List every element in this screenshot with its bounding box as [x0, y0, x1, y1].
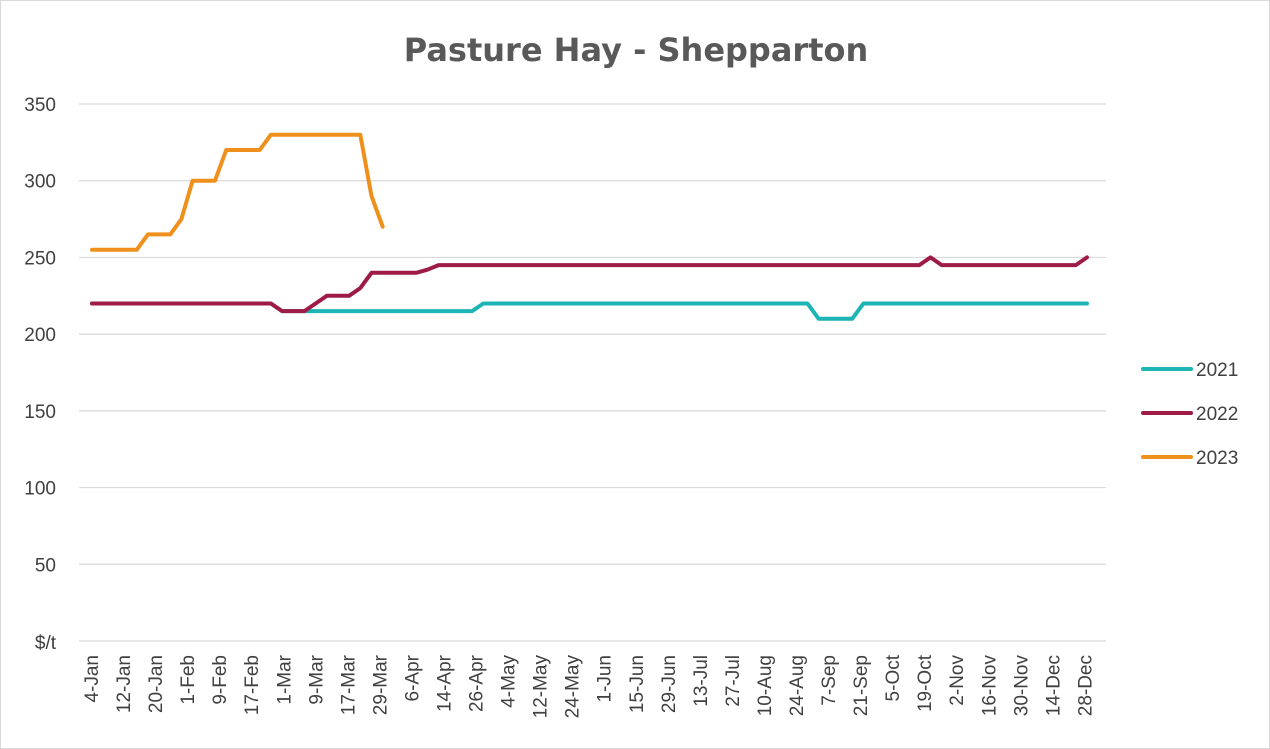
x-tick-label: 1-Jun: [595, 655, 616, 703]
gridlines: [79, 103, 1106, 642]
y-tick-label: 300: [24, 172, 56, 193]
x-tick-label: 4-Jan: [82, 655, 103, 703]
x-tick-label: 7-Sep: [819, 655, 840, 706]
x-tick-label: 30-Nov: [1011, 655, 1032, 717]
x-tick-label: 29-Jun: [659, 655, 680, 713]
series-lines: [90, 132, 1089, 321]
series-line-2022: [90, 255, 1089, 314]
series-line-2021: [90, 301, 1089, 321]
x-tick-label: 24-Aug: [787, 655, 808, 716]
legend-label-2023: 2023: [1196, 448, 1238, 469]
x-tick-label: 4-May: [499, 655, 520, 708]
x-tick-label: 14-Dec: [1043, 655, 1064, 716]
x-tick-label: 16-Nov: [979, 655, 1000, 717]
x-tick-label: 6-Apr: [402, 654, 423, 701]
y-axis-tick-labels: 350 300 250 200 150 100 50: [24, 95, 56, 576]
x-tick-label: 1-Mar: [274, 654, 295, 704]
x-tick-label: 28-Dec: [1075, 655, 1096, 716]
x-tick-label: 15-Jun: [627, 655, 648, 713]
x-tick-label: 13-Jul: [691, 655, 712, 707]
legend: 2021 2022 2023: [1141, 360, 1238, 469]
x-tick-label: 12-Jan: [114, 655, 135, 713]
x-tick-label: 26-Apr: [467, 654, 488, 712]
y-tick-label: 50: [35, 555, 56, 576]
series-line-2023: [90, 132, 385, 252]
y-tick-label: 250: [24, 248, 56, 269]
x-tick-label: 1-Feb: [178, 655, 199, 705]
x-tick-label: 5-Oct: [883, 654, 904, 701]
legend-label-2022: 2022: [1196, 404, 1238, 425]
y-axis-label: $/t: [35, 633, 57, 654]
y-tick-label: 350: [24, 95, 56, 116]
chart-title: Pasture Hay - Shepparton: [404, 31, 869, 69]
x-tick-label: 17-Mar: [338, 654, 359, 715]
x-tick-label: 2-Nov: [947, 655, 968, 706]
x-tick-label: 27-Jul: [723, 655, 744, 707]
x-tick-label: 14-Apr: [434, 654, 455, 712]
y-tick-label: 200: [24, 325, 56, 346]
x-tick-label: 9-Feb: [210, 655, 231, 705]
x-tick-label: 10-Aug: [755, 655, 776, 716]
y-tick-label: 150: [24, 402, 56, 423]
legend-label-2021: 2021: [1196, 360, 1238, 381]
y-tick-label: 100: [24, 479, 56, 500]
x-tick-label: 12-May: [531, 655, 552, 719]
x-tick-label: 20-Jan: [146, 655, 167, 713]
x-tick-label: 21-Sep: [851, 655, 872, 716]
x-tick-label: 17-Feb: [242, 655, 263, 715]
x-axis-tick-labels: 4-Jan 12-Jan 20-Jan 1-Feb 9-Feb 17-Feb 1-Mar 9-…: [82, 654, 1096, 718]
x-tick-label: 9-Mar: [306, 654, 327, 704]
x-tick-label: 29-Mar: [370, 654, 391, 715]
x-tick-label: 19-Oct: [915, 654, 936, 712]
x-tick-label: 24-May: [563, 655, 584, 719]
